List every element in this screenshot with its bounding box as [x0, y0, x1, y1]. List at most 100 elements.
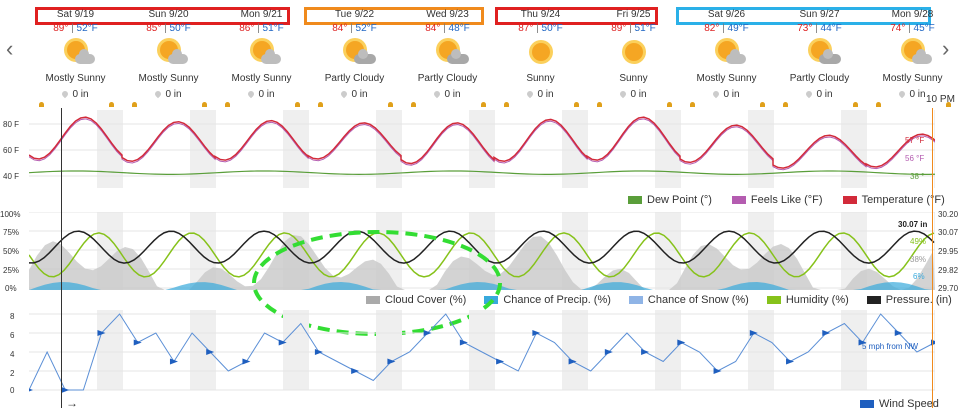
legend-item[interactable]: Temperature (°F) — [842, 194, 945, 206]
condition-text: Mostly Sunny — [45, 73, 106, 84]
sun-marker-icon — [202, 102, 207, 107]
night-band — [97, 310, 123, 390]
mostly-sunny-icon — [245, 39, 281, 69]
cloud-cover-area — [29, 234, 935, 290]
night-band — [469, 310, 495, 390]
sun-marker-icon — [481, 102, 486, 107]
wind-direction-icon — [894, 330, 903, 336]
legend-label: Pressure. (in) — [885, 294, 952, 306]
precip-end-label: 6% — [913, 272, 925, 281]
y-tick-100: 100% — [0, 210, 21, 219]
sun-marker-icon — [783, 102, 788, 107]
wind-direction-icon — [242, 358, 251, 365]
precip-value: 0 in — [537, 89, 554, 100]
day-column[interactable]: Sun 9/27 73° | 44°F Partly Cloudy 0 in — [773, 0, 866, 108]
prev-arrow-icon[interactable]: ‹ — [6, 36, 14, 61]
temp-separator: | — [350, 23, 353, 34]
high-temp: 89° — [611, 23, 627, 34]
pressure-end-label: 30.07 in — [898, 220, 928, 229]
day-temps: 89° | 52°F — [29, 22, 122, 36]
wind-direction-icon — [314, 349, 323, 355]
precip-value: 0 in — [165, 89, 182, 100]
legend-item[interactable]: Cloud Cover (%) — [366, 294, 466, 306]
low-temp: 49°F — [727, 23, 749, 34]
raindrop-icon — [805, 89, 814, 99]
temp-separator: | — [722, 23, 725, 34]
precip-amount: 0 in — [494, 89, 587, 100]
temp-separator: | — [908, 23, 911, 34]
night-band — [190, 310, 216, 390]
precip-amount: 0 in — [773, 89, 866, 100]
legend-item[interactable]: Feels Like (°F) — [731, 194, 823, 206]
condition-text: Partly Cloudy — [789, 73, 850, 84]
raindrop-icon — [154, 89, 163, 99]
raindrop-icon — [247, 89, 256, 99]
legend-item[interactable]: Humidity (%) — [766, 294, 849, 306]
low-temp: 45°F — [913, 23, 935, 34]
night-band — [97, 110, 123, 188]
night-band — [283, 310, 309, 390]
cool-days-box — [676, 7, 931, 25]
wind-legend: Wind Speed — [860, 398, 939, 410]
temperature-legend: Dew Point (°) Feels Like (°F) Temperature … — [628, 194, 945, 206]
night-band — [655, 310, 681, 390]
night-band — [562, 110, 588, 188]
mostly-sunny-icon — [152, 39, 188, 69]
wind-direction-icon — [459, 339, 468, 346]
wind-plot — [29, 310, 935, 393]
legend-swatch — [628, 296, 643, 304]
now-line — [932, 108, 933, 408]
night-band — [283, 110, 309, 188]
wind-direction-icon — [133, 339, 142, 346]
day-column[interactable]: Fri 9/25 89° | 51°F Sunny 0 in — [587, 0, 680, 108]
raindrop-icon — [61, 89, 70, 99]
next-arrow-icon[interactable]: › — [942, 36, 950, 61]
day-column[interactable]: Sun 9/20 85° | 50°F Mostly Sunny 0 in — [122, 0, 215, 108]
day-column[interactable]: Mon 9/21 86° | 51°F Mostly Sunny 0 in — [215, 0, 308, 108]
sun-marker-icon — [690, 102, 695, 107]
raindrop-icon — [898, 89, 907, 99]
partly-cloudy-icon — [803, 39, 841, 69]
day-column[interactable]: Tue 9/22 84° | 52°F Partly Cloudy 0 in — [308, 0, 401, 108]
day-column[interactable]: Thu 9/24 87° | 50°F Sunny 0 in — [494, 0, 587, 108]
night-band — [469, 110, 495, 188]
low-temp: 44°F — [820, 23, 842, 34]
day-column[interactable]: Sat 9/19 89° | 52°F Mostly Sunny 0 in — [29, 0, 122, 108]
dew-end-label: 38 ° — [910, 172, 925, 181]
legend-label: Wind Speed — [879, 398, 939, 410]
partly-cloudy-icon — [431, 39, 469, 69]
precip-value: 0 in — [816, 89, 833, 100]
night-band — [748, 310, 774, 390]
day-temps: 87° | 50°F — [494, 22, 587, 36]
high-temp: 73° — [797, 23, 813, 34]
legend-item[interactable]: Pressure. (in) — [866, 294, 952, 306]
day-column[interactable]: Mon 9/28 74° | 45°F Mostly Sunny 0 in — [866, 0, 959, 108]
wind-tick-6: 6 — [10, 331, 15, 340]
legend-item[interactable]: Wind Speed — [860, 398, 939, 410]
mostly-sunny-icon — [710, 39, 746, 69]
day-date: Sat 9/19 — [56, 9, 95, 20]
night-band — [841, 310, 867, 390]
day-temps: 85° | 50°F — [122, 22, 215, 36]
condition-text: Mostly Sunny — [696, 73, 757, 84]
day-date: Thu 9/24 — [520, 9, 561, 20]
high-temp: 74° — [890, 23, 906, 34]
high-temp: 84° — [425, 23, 441, 34]
precip-amount: 0 in — [308, 89, 401, 100]
wind-direction-icon — [532, 330, 541, 336]
low-temp: 50°F — [169, 23, 191, 34]
legend-item[interactable]: Chance of Snow (%) — [628, 294, 749, 306]
wind-direction-icon — [568, 358, 577, 365]
hot-days-box-2 — [495, 7, 658, 25]
legend-item[interactable]: Dew Point (°) — [628, 194, 712, 206]
day-column[interactable]: Wed 9/23 84° | 48°F Partly Cloudy 0 in — [401, 0, 494, 108]
temp-separator: | — [443, 23, 446, 34]
day-temps: 84° | 52°F — [308, 22, 401, 36]
temp-separator: | — [71, 23, 74, 34]
high-temp: 82° — [704, 23, 720, 34]
wind-direction-icon — [169, 358, 178, 365]
wind-direction-icon — [858, 339, 867, 346]
day-column[interactable]: Sat 9/26 82° | 49°F Mostly Sunny 0 in — [680, 0, 773, 108]
precip-value: 0 in — [72, 89, 89, 100]
legend-label: Dew Point (°) — [647, 194, 712, 206]
